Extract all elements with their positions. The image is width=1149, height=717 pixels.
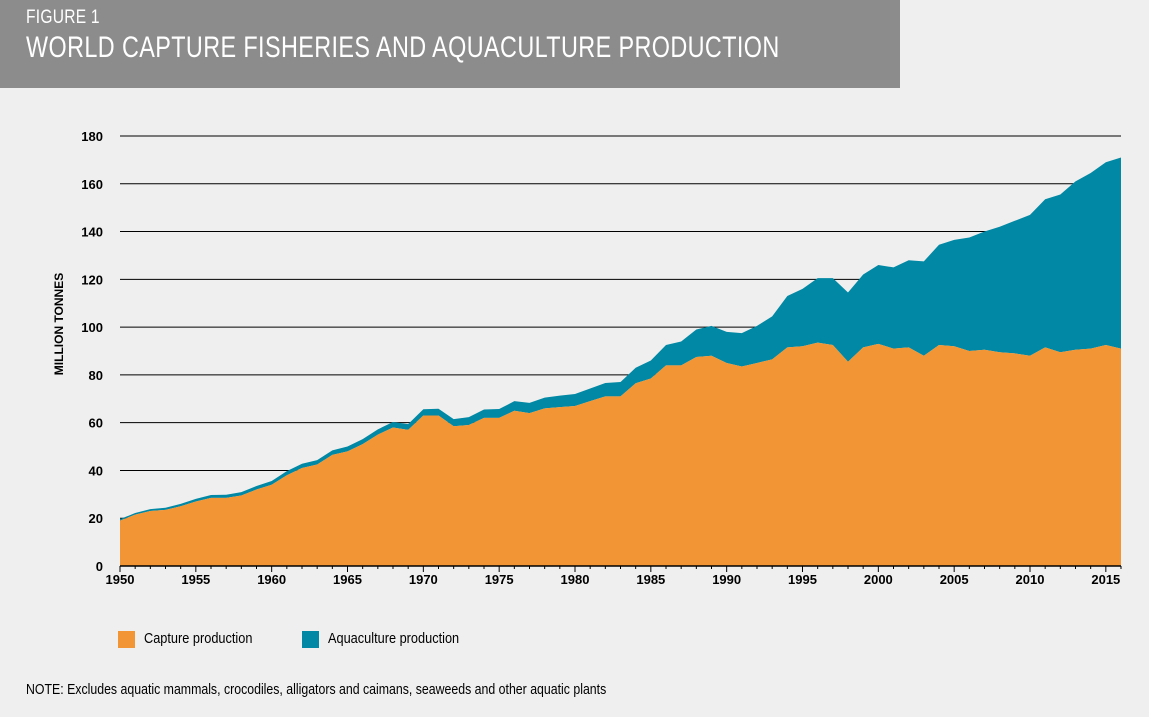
y-tick-label-0: 0 [96,559,103,574]
x-tick-label-1965: 1965 [333,572,362,587]
figure-label: FIGURE 1 [26,7,100,28]
x-tick-label-1960: 1960 [257,572,286,587]
x-tick-label-2010: 2010 [1016,572,1045,587]
y-tick-label-160: 160 [81,177,103,192]
area-capture-production [120,342,1121,566]
x-tick-label-1955: 1955 [181,572,210,587]
chart-areas [120,157,1121,566]
x-tick-label-1980: 1980 [561,572,590,587]
y-tick-label-100: 100 [81,320,103,335]
x-tick-label-2015: 2015 [1091,572,1120,587]
x-tick-label-1975: 1975 [485,572,514,587]
x-tick-label-1970: 1970 [409,572,438,587]
x-tick-label-2005: 2005 [940,572,969,587]
x-tick-label-2000: 2000 [864,572,893,587]
y-tick-label-120: 120 [81,272,103,287]
legend-swatch-capture [118,631,135,648]
y-axis-label: MILLION TONNES [52,273,66,375]
y-tick-label-60: 60 [89,416,103,431]
figure-header: FIGURE 1 WORLD CAPTURE FISHERIES AND AQU… [0,0,900,88]
x-tick-label-1995: 1995 [788,572,817,587]
axes: 0 20 40 60 80 100 120 140 160 180 1950 1955 1960 1965… [81,129,1122,587]
area-aquaculture-production [120,157,1121,521]
legend-label-aquaculture: Aquaculture production [328,630,460,647]
x-tick-label-1990: 1990 [712,572,741,587]
legend-swatch-aquaculture [302,631,319,648]
y-tick-label-40: 40 [89,463,103,478]
y-tick-label-180: 180 [81,129,103,144]
x-tick-label-1950: 1950 [106,572,135,587]
chart-note: NOTE: Excludes aquatic mammals, crocodil… [26,682,607,698]
x-tick-label-1985: 1985 [636,572,665,587]
legend-label-capture: Capture production [144,630,253,647]
figure-title: WORLD CAPTURE FISHERIES AND AQUACULTURE … [26,31,780,64]
y-tick-label-140: 140 [81,225,103,240]
y-tick-label-20: 20 [89,511,103,526]
y-tick-label-80: 80 [89,368,103,383]
